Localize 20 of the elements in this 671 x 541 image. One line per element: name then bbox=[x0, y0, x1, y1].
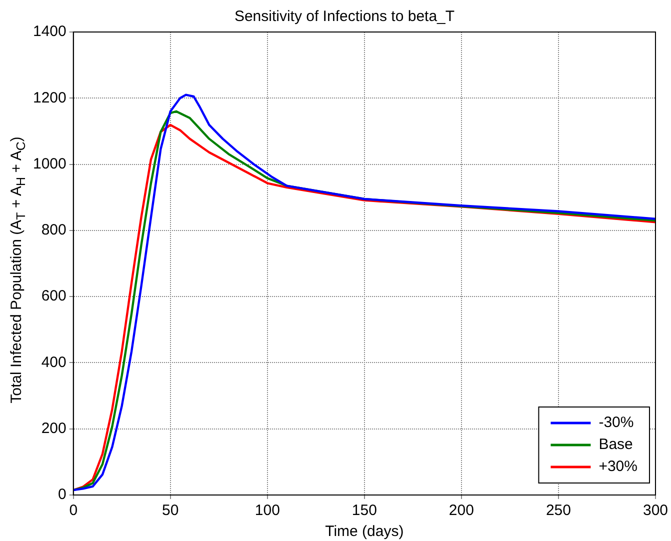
x-tick-label: 0 bbox=[69, 502, 78, 520]
x-tick-label: 150 bbox=[352, 502, 377, 520]
legend-label: -30% bbox=[598, 414, 634, 432]
y-tick-label: 200 bbox=[41, 420, 66, 437]
x-axis-title: Time (days) bbox=[325, 523, 404, 540]
y-tick-label: 1200 bbox=[32, 89, 66, 106]
y-tick-label: 1400 bbox=[32, 23, 66, 40]
chart-title: Sensitivity of Infections to beta_T bbox=[234, 8, 455, 26]
y-tick-label: 800 bbox=[41, 222, 66, 239]
x-tick-label: 200 bbox=[448, 502, 474, 520]
legend-label: Base bbox=[598, 436, 633, 454]
y-tick-label: 400 bbox=[41, 354, 66, 371]
x-tick-label: 250 bbox=[546, 502, 571, 520]
x-tick-label: 100 bbox=[254, 502, 280, 520]
y-tick-label: 600 bbox=[41, 288, 66, 305]
legend-label: +30% bbox=[598, 458, 638, 476]
x-tick-label: 50 bbox=[162, 502, 179, 520]
y-tick-label: 0 bbox=[58, 486, 66, 504]
y-tick-label: 1000 bbox=[32, 155, 66, 172]
x-tick-label: 300 bbox=[642, 502, 668, 520]
